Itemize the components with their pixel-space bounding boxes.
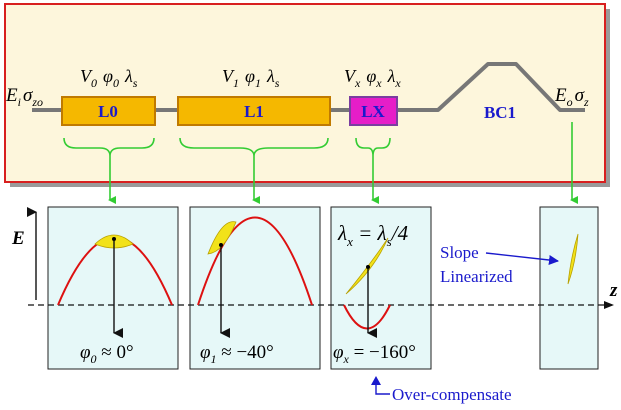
slope-note-arrow — [485, 252, 559, 265]
phase-panel-l1 — [189, 206, 321, 370]
bunch-center-l1 — [219, 243, 223, 247]
bunch-center-lx — [366, 265, 370, 269]
lx-params-label: Vx φx λx — [344, 66, 401, 90]
l0-params-label: V0 φ0 λs — [80, 66, 138, 90]
linac-lx-label: LX — [361, 102, 385, 121]
phase-label-lx: φx = −160° — [333, 342, 416, 366]
l1-params-label: V1 φ1 λs — [222, 66, 280, 90]
linac-l1 — [177, 96, 331, 126]
bunch-l1 — [207, 221, 237, 255]
phase-panel-lx — [330, 206, 432, 370]
output-beam-label: Eo σz — [554, 85, 589, 109]
z-axis-label: z — [609, 280, 618, 301]
linac-l1-label: L1 — [244, 102, 264, 121]
linac-lx — [349, 96, 398, 126]
phase-space-panels: E z φ0 ≈ 0° φ1 ≈ −40° φx = −160° λx = λs… — [11, 206, 618, 404]
linac-l0-label: L0 — [98, 102, 118, 121]
beamline-panel-box — [4, 3, 606, 183]
energy-axis-label: E — [11, 228, 25, 249]
slope-note-line1: Slope — [440, 243, 479, 262]
phase-label-l0: φ0 ≈ 0° — [80, 342, 134, 366]
z-axis-arrowhead — [604, 301, 614, 309]
bunch-bc1 — [567, 233, 579, 285]
phase-panel-l0 — [47, 206, 179, 370]
rf-curve-l1 — [197, 216, 313, 306]
over-note-arrowhead — [371, 376, 381, 385]
over-compensate-note: Over-compensate — [392, 385, 512, 404]
chicane-bc1-path — [397, 62, 585, 112]
phase-panel-bc1 — [539, 206, 599, 370]
beamline-panel: L0 L1 LX BC1 Ei σzo Eo σz V0 φ0 λs V1 φ1 λs Vx… — [4, 3, 610, 187]
chicane-label: BC1 — [484, 103, 516, 122]
slope-note-line2: Linearized — [440, 267, 513, 286]
bunch-lx — [345, 237, 389, 295]
phase-label-l1: φ1 ≈ −40° — [200, 342, 274, 366]
bunch-center-l0 — [112, 237, 116, 241]
wavelength-relation-label: λx = λs/4 — [337, 221, 409, 249]
linac-l0 — [61, 96, 156, 126]
over-note-arrow — [375, 383, 390, 395]
input-beam-label: Ei σzo — [5, 85, 43, 109]
